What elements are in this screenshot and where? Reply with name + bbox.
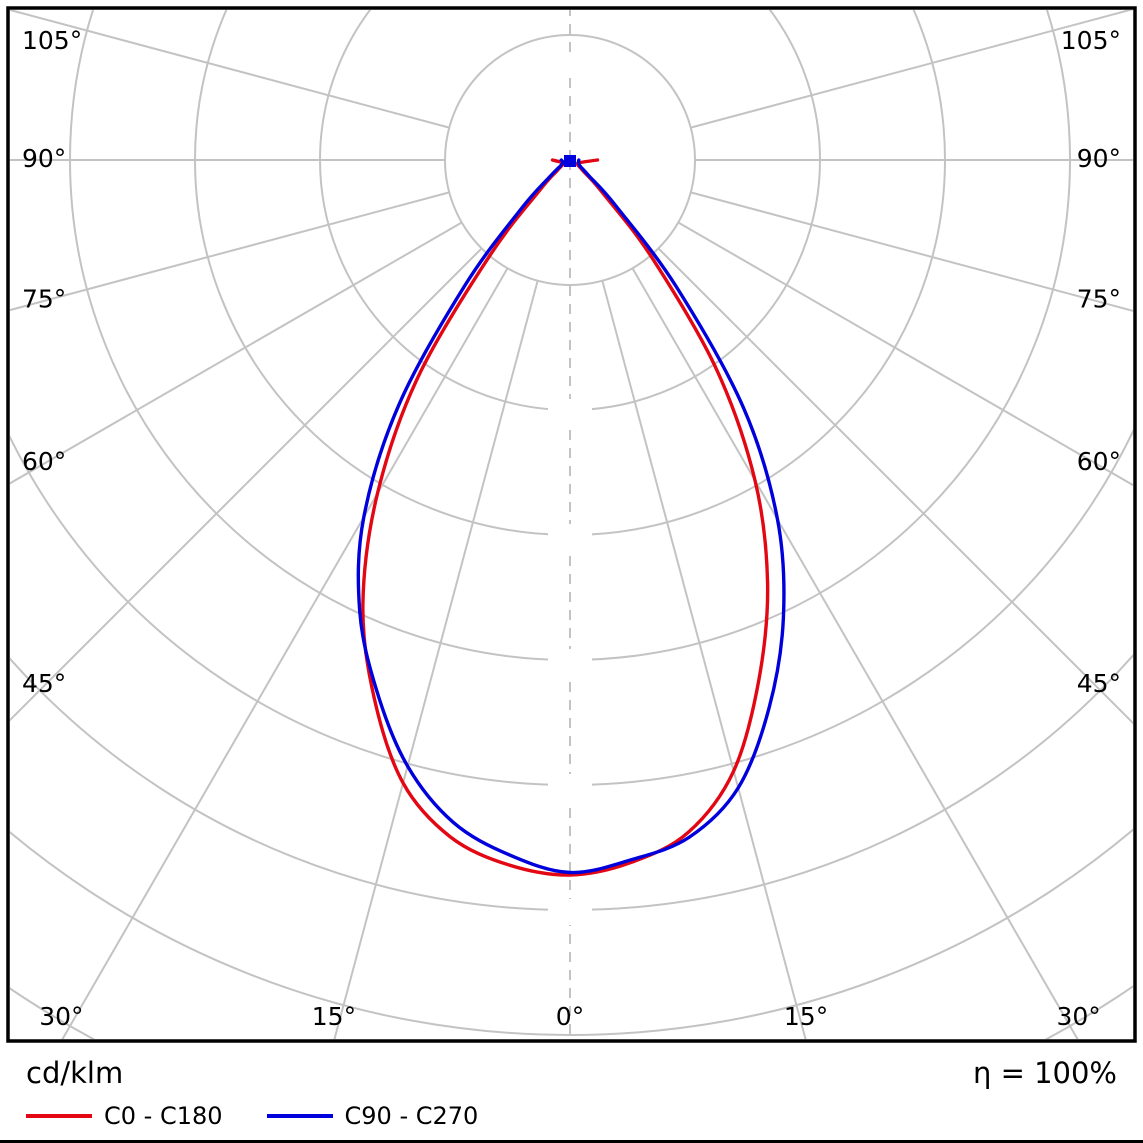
- grid-radial: [61, 267, 509, 1039]
- gamma-tick-label: 105°: [1061, 26, 1121, 55]
- curve-c0-c180: [361, 158, 770, 877]
- legend-label-c0-c180: C0 - C180: [104, 1102, 223, 1130]
- ring-label-box: [548, 399, 592, 425]
- grid-ring: [10, 653, 1133, 911]
- grid-ring: [10, 828, 1133, 1036]
- gamma-tick-label: 60°: [22, 447, 66, 476]
- grid-radial: [10, 10, 450, 129]
- grid-radial: [677, 221, 1133, 487]
- unit-label: cd/klm: [26, 1056, 124, 1090]
- blue-curve-origin-marker: [564, 155, 576, 167]
- gamma-tick-label: 15°: [784, 1002, 828, 1031]
- legend-swatch-blue-icon: [266, 1114, 333, 1118]
- gamma-tick-label: 90°: [22, 144, 66, 173]
- intensity-curves: [356, 158, 786, 877]
- chart-footer: cd/klm η = 100% C0 - C180 C90 - C270: [0, 1046, 1143, 1140]
- gamma-tick-label: 90°: [1077, 144, 1121, 173]
- gamma-tick-label: 30°: [1056, 1002, 1100, 1031]
- gamma-tick-label: 45°: [22, 669, 66, 698]
- efficiency-label: η = 100%: [972, 1056, 1117, 1090]
- grid-radial: [10, 191, 450, 312]
- polar-grid: [10, 10, 1133, 1039]
- chart-frame: [6, 6, 1137, 1043]
- grid-radial: [10, 221, 463, 485]
- legend-swatch-red-icon: [26, 1114, 92, 1118]
- gamma-tick-label: 105°: [22, 26, 82, 55]
- grid-radial: [601, 280, 807, 1039]
- grid-radial: [333, 280, 539, 1039]
- legend: C0 - C180 C90 - C270: [0, 1090, 1143, 1130]
- gamma-tick-label: 0°: [556, 1002, 584, 1031]
- grid-radial: [10, 247, 483, 722]
- legend-label-c90-c270: C90 - C270: [344, 1102, 479, 1130]
- ring-label-box: [548, 774, 592, 800]
- gamma-tick-label: 60°: [1077, 447, 1121, 476]
- polar-chart-svg: 105° 90° 75° 60° 45° 30° 15° 0° 15° 30° 45° 60° 75° 9…: [6, 6, 1137, 1043]
- gamma-tick-label: 45°: [1077, 669, 1121, 698]
- gamma-tick-label: 15°: [312, 1002, 356, 1031]
- gamma-tick-label: 75°: [22, 285, 66, 314]
- gamma-tick-label: 30°: [39, 1002, 83, 1031]
- legend-item-c0-c180: C0 - C180: [26, 1102, 223, 1130]
- ring-label-box: [548, 649, 592, 675]
- grid-radial: [690, 191, 1133, 312]
- ring-label-box-top: [552, 52, 588, 78]
- legend-item-c90-c270: C90 - C270: [266, 1102, 479, 1130]
- grid-radial: [690, 10, 1133, 129]
- grid-radial: [657, 247, 1133, 725]
- grid-radial: [631, 267, 1079, 1039]
- footer-top-row: cd/klm η = 100%: [0, 1046, 1143, 1090]
- ring-label-box: [548, 899, 592, 925]
- gamma-tick-label: 75°: [1077, 285, 1121, 314]
- curve-c90-c270: [356, 158, 786, 875]
- ring-label-box: [548, 524, 592, 550]
